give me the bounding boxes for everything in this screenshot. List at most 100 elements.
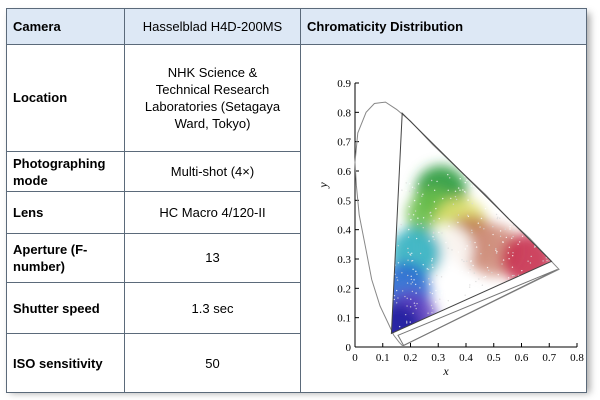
scatter-point: [498, 215, 501, 217]
table-row: ISO sensitivity 50: [6, 333, 587, 393]
scatter-point: [466, 311, 468, 313]
scatter-point: [512, 209, 515, 212]
scatter-point: [515, 171, 517, 174]
scatter-point: [538, 291, 541, 294]
scatter-point: [431, 311, 433, 314]
scatter-point: [495, 249, 497, 252]
scatter-point: [410, 283, 412, 285]
scatter-point: [545, 257, 548, 259]
scatter-point: [464, 248, 467, 250]
scatter-point: [540, 235, 543, 237]
scatter-point: [407, 236, 410, 238]
scatter-point: [405, 182, 407, 184]
scatter-point: [521, 269, 523, 272]
scatter-point: [422, 281, 425, 283]
location-text: NHK Science & Technical Research Laborat…: [144, 64, 281, 131]
scatter-point: [454, 195, 457, 198]
scatter-point: [511, 266, 514, 268]
scatter-point: [456, 285, 459, 288]
scatter-point: [408, 190, 411, 193]
scatter-point: [509, 205, 512, 207]
scatter-point: [543, 187, 545, 189]
scatter-point: [441, 320, 443, 323]
table-row: Aperture (F-number) 13: [6, 232, 587, 284]
scatter-point: [468, 330, 470, 332]
scatter-point: [498, 287, 501, 289]
scatter-point: [498, 304, 500, 306]
scatter-point: [512, 235, 514, 238]
scatter-point: [408, 205, 410, 208]
scatter-point: [407, 274, 409, 277]
scatter-point: [536, 304, 538, 306]
scatter-point: [486, 266, 489, 269]
scatter-point: [543, 306, 546, 308]
scatter-point: [495, 248, 497, 250]
scatter-point: [496, 217, 499, 220]
scatter-point: [420, 222, 422, 225]
scatter-point: [438, 217, 440, 220]
scatter-point: [495, 191, 498, 193]
scatter-point: [495, 319, 497, 321]
x-axis-label: x: [442, 364, 449, 378]
scatter-point: [397, 245, 400, 247]
scatter-point: [532, 288, 534, 291]
scatter-point: [440, 276, 443, 278]
x-tick-label: 0.3: [431, 352, 445, 364]
scatter-point: [449, 317, 452, 320]
scatter-point: [404, 295, 406, 298]
scatter-point: [426, 268, 428, 270]
scatter-point: [433, 220, 435, 222]
scatter-point: [414, 305, 416, 307]
scatter-point: [393, 298, 396, 301]
scatter-point: [512, 229, 515, 231]
scatter-point: [431, 323, 433, 325]
y-tick-label: 0.9: [337, 78, 351, 90]
scatter-point: [522, 195, 524, 197]
scatter-point: [435, 289, 437, 292]
scatter-point: [491, 271, 493, 274]
scatter-point: [501, 328, 503, 330]
scatter-point: [428, 278, 430, 280]
scatter-point: [510, 327, 512, 330]
scatter-point: [483, 307, 485, 310]
scatter-point: [509, 226, 511, 228]
scatter-point: [544, 302, 547, 305]
scatter-point: [464, 190, 466, 193]
scatter-point: [515, 184, 517, 186]
scatter-point: [547, 225, 549, 227]
scatter-point: [429, 291, 432, 294]
scatter-point: [502, 208, 504, 210]
scatter-point: [422, 217, 425, 219]
scatter-point: [475, 246, 478, 248]
scatter-point: [520, 300, 522, 302]
scatter-point: [481, 302, 483, 304]
scatter-point: [538, 194, 540, 196]
scatter-point: [461, 270, 463, 273]
scatter-point: [394, 209, 396, 212]
scatter-point: [405, 328, 408, 330]
scatter-point: [502, 241, 504, 243]
scatter-point: [449, 319, 451, 321]
scatter-point: [463, 260, 465, 263]
scatter-point: [536, 177, 538, 179]
scatter-point: [527, 260, 529, 262]
scatter-point: [466, 284, 468, 286]
scatter-point: [542, 293, 545, 296]
scatter-point: [508, 303, 511, 306]
gamut-triangle-inner: [390, 112, 553, 335]
scatter-point: [457, 269, 459, 272]
scatter-point: [403, 264, 406, 266]
scatter-point: [432, 266, 434, 269]
row-value-aperture: 13: [124, 232, 301, 284]
scatter-point: [496, 216, 499, 218]
scatter-point: [441, 232, 443, 234]
x-tick-label: 0.6: [515, 352, 529, 364]
scatter-point: [484, 320, 487, 323]
scatter-point: [546, 254, 549, 256]
scatter-point: [479, 226, 481, 228]
scatter-point: [490, 197, 493, 199]
row-value-iso: 50: [124, 333, 301, 393]
scatter-point: [431, 264, 433, 266]
scatter-point: [433, 201, 436, 203]
scatter-point: [447, 247, 449, 249]
